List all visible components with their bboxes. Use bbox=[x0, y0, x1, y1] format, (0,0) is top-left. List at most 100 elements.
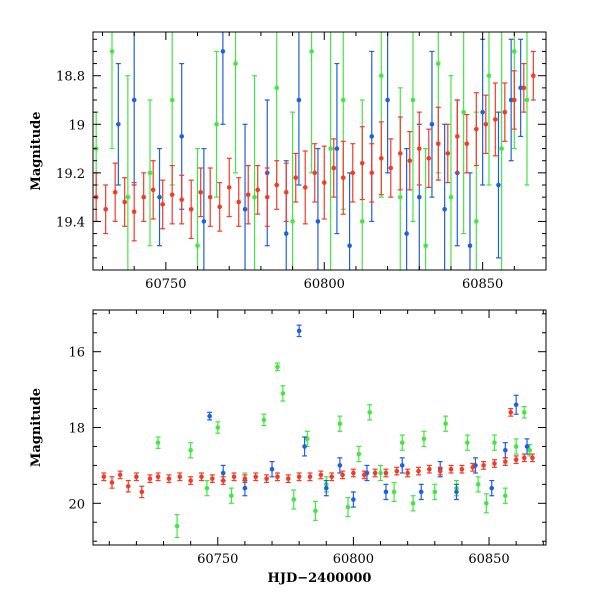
data-point bbox=[233, 61, 238, 66]
data-point bbox=[220, 478, 226, 483]
data-point bbox=[269, 466, 275, 472]
data-point bbox=[103, 206, 108, 212]
x-tick-label: 60750 bbox=[197, 552, 238, 567]
data-point bbox=[199, 474, 204, 480]
data-point bbox=[201, 219, 207, 224]
data-point bbox=[147, 170, 153, 176]
data-point bbox=[445, 151, 451, 156]
data-point bbox=[486, 73, 492, 79]
data-point bbox=[226, 185, 232, 190]
data-point bbox=[484, 501, 489, 506]
data-point bbox=[217, 204, 223, 210]
y-tick-label: 18 bbox=[68, 422, 85, 437]
data-point bbox=[372, 470, 378, 476]
data-point bbox=[328, 146, 333, 151]
data-point bbox=[291, 497, 297, 502]
x-tick-label: 60800 bbox=[304, 277, 345, 292]
data-point bbox=[427, 466, 432, 472]
data-point bbox=[318, 472, 324, 478]
data-point bbox=[296, 328, 302, 334]
data-point bbox=[481, 463, 486, 468]
data-point bbox=[480, 109, 485, 115]
data-point bbox=[416, 468, 421, 474]
data-point bbox=[418, 489, 424, 495]
data-point bbox=[337, 421, 343, 427]
plot-frame bbox=[92, 31, 547, 271]
data-point bbox=[179, 134, 184, 139]
data-point bbox=[378, 73, 384, 79]
data-point bbox=[455, 134, 460, 139]
data-point bbox=[448, 194, 454, 200]
data-point bbox=[255, 187, 261, 193]
data-point bbox=[351, 497, 356, 502]
x-tick-label: 60800 bbox=[333, 552, 374, 567]
data-point bbox=[404, 231, 409, 236]
data-point bbox=[253, 474, 259, 480]
data-point bbox=[242, 476, 248, 481]
data-point bbox=[359, 160, 365, 166]
data-point bbox=[302, 444, 307, 449]
data-point bbox=[475, 482, 481, 487]
data-point bbox=[340, 97, 346, 103]
data-point bbox=[518, 85, 523, 91]
data-point bbox=[416, 194, 422, 200]
data-point bbox=[245, 192, 251, 198]
data-point bbox=[242, 485, 248, 491]
data-point bbox=[309, 49, 314, 54]
data-point bbox=[321, 180, 327, 185]
data-point bbox=[521, 410, 527, 415]
data-point bbox=[242, 206, 248, 212]
data-point bbox=[179, 197, 184, 202]
data-point bbox=[503, 447, 508, 453]
data-point bbox=[109, 49, 115, 54]
data-point bbox=[131, 97, 137, 103]
data-point bbox=[220, 49, 226, 54]
top-panel: 60750 60800 60850 18.8 19 19.2 19.4 Magnitude bbox=[29, 31, 547, 292]
data-point bbox=[467, 243, 473, 249]
data-point bbox=[385, 97, 390, 103]
data-point bbox=[204, 485, 210, 491]
data-point bbox=[443, 421, 448, 427]
data-point bbox=[432, 489, 438, 495]
series-blue bbox=[115, 32, 524, 270]
data-point bbox=[442, 206, 447, 212]
data-point bbox=[502, 109, 508, 115]
series-red bbox=[101, 407, 535, 499]
data-point bbox=[416, 146, 422, 151]
data-point bbox=[378, 470, 383, 476]
data-point bbox=[399, 440, 405, 445]
data-point bbox=[492, 440, 497, 445]
data-point bbox=[521, 85, 527, 91]
data-point bbox=[499, 146, 504, 151]
data-point bbox=[101, 474, 107, 480]
bottom-panel: 60750 60800 60850 16 18 20 Magnitude HJD−240000… bbox=[29, 309, 547, 586]
data-point bbox=[465, 440, 470, 445]
series-red bbox=[93, 50, 536, 242]
data-point bbox=[323, 485, 329, 491]
data-point bbox=[474, 219, 479, 224]
data-point bbox=[426, 155, 432, 161]
data-point bbox=[470, 464, 476, 470]
data-point bbox=[508, 97, 514, 103]
data-point bbox=[503, 493, 508, 499]
data-point bbox=[264, 476, 269, 481]
data-point bbox=[215, 425, 221, 430]
data-point bbox=[391, 489, 397, 495]
data-point bbox=[304, 436, 310, 442]
data-point bbox=[236, 199, 242, 205]
data-point bbox=[141, 194, 146, 200]
data-point bbox=[410, 97, 416, 103]
data-point bbox=[116, 121, 121, 127]
data-point bbox=[361, 472, 367, 478]
data-point bbox=[369, 170, 375, 176]
data-point bbox=[174, 523, 180, 529]
data-point bbox=[274, 85, 280, 91]
x-axis-label: HJD−2400000 bbox=[268, 571, 372, 586]
data-point bbox=[169, 192, 175, 198]
data-point bbox=[437, 468, 443, 474]
data-point bbox=[531, 73, 536, 79]
data-point bbox=[513, 444, 519, 449]
data-point bbox=[356, 451, 362, 457]
data-point bbox=[337, 463, 343, 468]
